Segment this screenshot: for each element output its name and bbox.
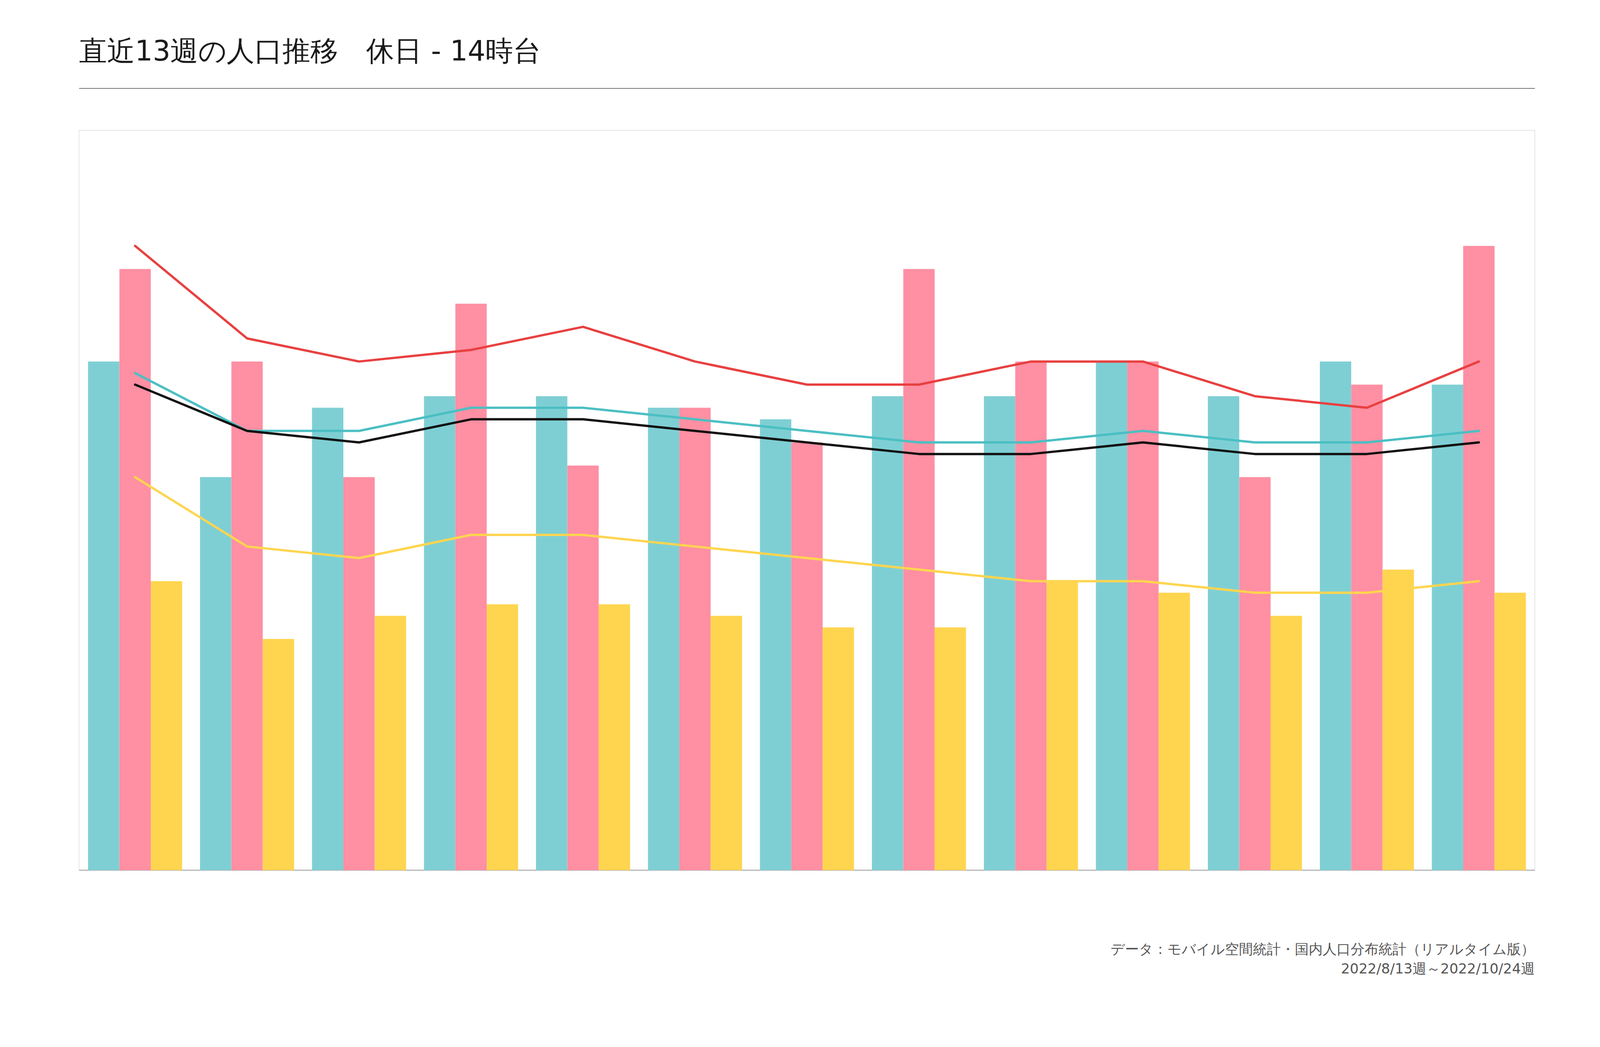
bar [984,395,1016,871]
bar [535,395,568,871]
bar [262,638,295,871]
bar [312,407,344,871]
bar [1095,361,1127,871]
bar [567,465,599,871]
bar [934,627,966,871]
bar [1463,245,1495,871]
bar [598,604,630,871]
bar [423,395,456,871]
bar [1239,476,1271,871]
title-separator [79,87,1535,89]
bar [1046,581,1078,871]
bar [119,268,151,871]
bar [343,476,375,871]
bar [1015,361,1047,871]
bar [150,581,182,871]
bar [87,361,120,871]
bar [871,395,904,871]
bar [1382,569,1414,871]
bar [1270,615,1302,871]
line [134,245,1479,408]
bar [1351,384,1383,871]
bar [200,476,232,871]
bar [791,442,823,871]
bar [822,627,854,871]
bar [1319,361,1352,871]
plot-area [87,245,1526,871]
bar [1158,592,1190,871]
plot-frame [79,130,1535,871]
footer-note: データ：モバイル空間統計・国内人口分布統計（リアルタイム版）2022/8/13週… [1110,940,1535,977]
bar [1207,395,1239,871]
chart: 直近13週の人口推移 休日 - 14時台データ：モバイル空間統計・国内人口分布統… [0,0,1600,1047]
bar [710,615,743,871]
bar [1432,384,1464,871]
bar [648,407,680,871]
bar [455,303,487,871]
title: 直近13週の人口推移 休日 - 14時台 [79,34,542,67]
bar [231,361,263,871]
bar [486,604,518,871]
line [134,476,1479,593]
line [134,373,1479,443]
bar [374,615,406,871]
line [134,384,1479,455]
bar [679,407,711,871]
bar [1127,361,1159,871]
bar [1494,592,1526,871]
bar [759,419,791,871]
